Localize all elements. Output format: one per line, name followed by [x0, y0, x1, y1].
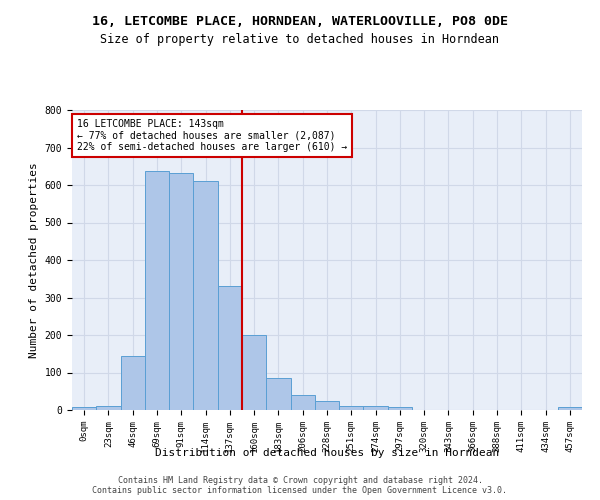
Bar	[266, 378, 290, 410]
Text: Contains HM Land Registry data © Crown copyright and database right 2024.
Contai: Contains HM Land Registry data © Crown c…	[92, 476, 508, 495]
Bar	[145, 171, 169, 410]
Bar	[169, 173, 193, 410]
Bar	[218, 286, 242, 410]
Text: 16, LETCOMBE PLACE, HORNDEAN, WATERLOOVILLE, PO8 0DE: 16, LETCOMBE PLACE, HORNDEAN, WATERLOOVI…	[92, 15, 508, 28]
Bar	[96, 406, 121, 410]
Bar	[364, 406, 388, 410]
Bar	[339, 406, 364, 410]
Bar	[242, 335, 266, 410]
Bar	[72, 408, 96, 410]
Text: Distribution of detached houses by size in Horndean: Distribution of detached houses by size …	[155, 448, 499, 458]
Bar	[558, 408, 582, 410]
Bar	[193, 181, 218, 410]
Text: 16 LETCOMBE PLACE: 143sqm
← 77% of detached houses are smaller (2,087)
22% of se: 16 LETCOMBE PLACE: 143sqm ← 77% of detac…	[77, 119, 347, 152]
Text: Size of property relative to detached houses in Horndean: Size of property relative to detached ho…	[101, 32, 499, 46]
Y-axis label: Number of detached properties: Number of detached properties	[29, 162, 39, 358]
Bar	[121, 356, 145, 410]
Bar	[315, 400, 339, 410]
Bar	[388, 406, 412, 410]
Bar	[290, 395, 315, 410]
